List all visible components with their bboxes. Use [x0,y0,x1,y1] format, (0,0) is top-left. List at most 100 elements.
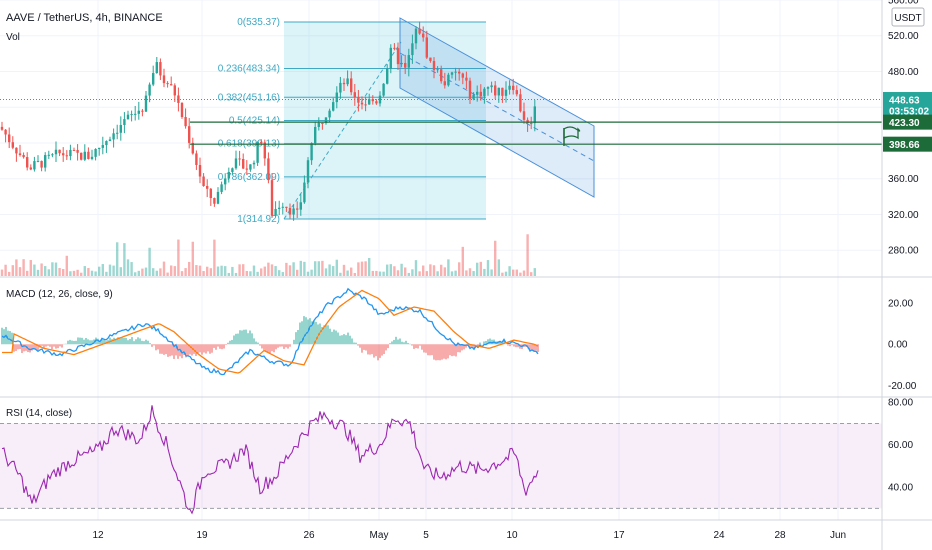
macd-histogram-bar [463,344,465,350]
candle-body [396,48,400,65]
macd-histogram-bar [183,344,185,356]
macd-histogram-bar [189,344,191,355]
macd-histogram-bar [67,340,69,345]
macd-histogram-bar [209,344,211,354]
macd-histogram-bar [279,344,281,347]
candle-body [522,111,526,120]
time-tick-label: 19 [196,530,208,541]
macd-histogram-bar [83,339,85,345]
macd-histogram-bar [87,339,89,345]
fib-level-label: 0.786(362.09) [218,172,280,183]
macd-histogram-bar [187,344,189,356]
volume-bar [407,272,410,276]
macd-histogram-bar [145,339,147,345]
candle-body [263,142,266,159]
macd-histogram-bar [121,337,123,345]
volume-bar [155,270,158,276]
time-tick-label: 24 [713,530,725,541]
rsi-tick-label: 80.00 [888,398,913,409]
macd-histogram-bar [239,330,241,345]
volume-bar [440,264,443,276]
volume-bar [29,260,32,276]
candle-body [249,164,252,170]
macd-histogram-bar [411,344,413,346]
volume-bar [353,272,356,276]
volume-bar [22,259,25,276]
macd-histogram-bar [347,332,349,345]
macd-histogram-bar [357,344,359,346]
macd-histogram-bar [391,341,393,345]
macd-histogram-bar [499,340,501,345]
time-tick-label: 26 [303,530,315,541]
macd-histogram-bar [477,344,479,346]
volume-bar [436,271,439,276]
volume-bar [267,262,270,276]
volume-bar [515,269,518,276]
macd-histogram-bar [363,344,365,350]
candle-body [519,94,522,112]
volume-bar [270,264,274,276]
volume-bar [447,259,450,276]
candle-body [314,126,317,144]
volume-bar [303,261,306,276]
volume-bar [184,268,187,276]
macd-histogram-bar [321,327,323,345]
macd-histogram-bar [371,344,373,355]
volume-bar [314,261,317,276]
candle-body [137,110,140,114]
macd-histogram-bar [177,344,179,359]
candle-body [447,74,450,86]
candle-body [486,87,490,89]
candle-body [206,185,209,189]
macd-histogram-bar [381,344,383,356]
candle-body [274,208,277,216]
macd-histogram-bar [281,344,283,347]
volume-bar [87,268,90,276]
macd-histogram-bar [247,333,249,345]
volume-bar [497,259,500,276]
macd-histogram-bar [221,344,223,350]
macd-histogram-bar [511,344,513,345]
volume-bar [522,270,526,276]
volume-bar [461,246,464,276]
macd-histogram-bar [233,335,235,345]
macd-histogram-bar [77,337,79,345]
currency-badge[interactable] [891,7,925,27]
macd-histogram-bar [455,344,457,357]
volume-bar [346,270,349,276]
candle-body [404,62,407,68]
macd-histogram-bar [469,344,471,349]
volume-bar [404,267,407,276]
candle-body [105,141,108,146]
volume-bar [260,268,263,276]
macd-histogram-bar [285,344,287,348]
volume-bar [465,270,468,276]
macd-histogram-bar [167,344,169,357]
volume-bar [350,267,353,276]
macd-histogram-bar [309,318,311,345]
macd-histogram-bar [277,344,279,348]
candle-body [216,191,220,204]
volume-bar [386,264,389,276]
macd-histogram-bar [203,344,205,353]
macd-histogram-bar [351,338,353,345]
macd-histogram-bar [359,344,361,348]
volume-bar [141,268,144,276]
time-axis[interactable]: 12 19 26 May 5 10 17 24 28 Jun [92,530,846,541]
macd-histogram-bar [439,344,441,361]
volume-bar [188,261,191,276]
macd-histogram-bar [99,340,101,345]
candle-body [83,151,86,160]
macd-histogram-bar [395,336,397,345]
macd-histogram-bar [427,344,429,356]
volume-bar [252,265,256,276]
volume-bar [292,262,295,276]
volume-bar [198,265,202,276]
macd-histogram-bar [25,344,27,351]
volume-bar [170,265,173,276]
candle-body [18,153,22,155]
volume-bar [242,264,245,276]
macd-histogram-bar [387,344,389,349]
candle-body [494,85,497,96]
